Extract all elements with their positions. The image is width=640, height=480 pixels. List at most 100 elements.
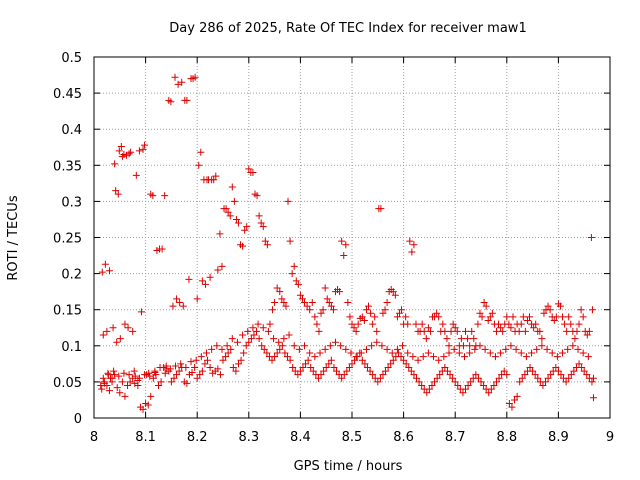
- data-point: [322, 363, 330, 371]
- data-point: [242, 342, 250, 350]
- data-point: [290, 342, 298, 350]
- data-point: [276, 345, 284, 353]
- y-tick-label: 0.2: [61, 268, 82, 283]
- data-point: [457, 335, 465, 343]
- data-point: [158, 245, 166, 253]
- data-point: [247, 335, 255, 343]
- data-point: [317, 309, 325, 317]
- data-point: [325, 298, 333, 306]
- data-point: [400, 356, 408, 364]
- data-point: [234, 219, 242, 227]
- data-point: [476, 309, 484, 317]
- data-point: [589, 374, 597, 382]
- data-point: [391, 291, 399, 299]
- data-point: [296, 291, 304, 299]
- data-point: [124, 324, 132, 332]
- data-point: [405, 363, 413, 371]
- data-point: [474, 374, 482, 382]
- data-point: [228, 183, 236, 191]
- data-point: [365, 302, 373, 310]
- data-point: [294, 371, 302, 379]
- data-point: [340, 371, 348, 379]
- data-point: [511, 396, 519, 404]
- data-point: [99, 331, 107, 339]
- data-point: [449, 320, 457, 328]
- data-point: [273, 284, 281, 292]
- data-point: [368, 342, 376, 350]
- data-point: [589, 394, 597, 402]
- data-point: [361, 360, 369, 368]
- data-point: [464, 382, 472, 390]
- data-point: [543, 345, 551, 353]
- data-point: [579, 313, 587, 321]
- data-point: [532, 320, 540, 328]
- data-point: [286, 237, 294, 245]
- data-point: [563, 327, 571, 335]
- data-point: [362, 306, 370, 314]
- data-point: [338, 374, 346, 382]
- data-point: [481, 345, 489, 353]
- x-tick-label: 9: [606, 430, 614, 445]
- data-point: [518, 374, 526, 382]
- data-point: [425, 385, 433, 393]
- data-point: [198, 367, 206, 375]
- data-point: [398, 306, 406, 314]
- data-point: [228, 335, 236, 343]
- data-point: [98, 268, 106, 276]
- data-point: [250, 331, 258, 339]
- data-point: [173, 295, 181, 303]
- data-point: [369, 371, 377, 379]
- data-point: [428, 382, 436, 390]
- chart-title: Day 286 of 2025, Rate Of TEC Index for r…: [169, 21, 526, 36]
- data-point: [484, 317, 492, 325]
- data-point: [307, 363, 315, 371]
- data-point: [161, 369, 169, 377]
- data-point: [301, 298, 309, 306]
- data-point: [443, 367, 451, 375]
- data-point: [559, 313, 567, 321]
- data-point: [222, 353, 230, 361]
- data-point: [230, 197, 238, 205]
- data-point: [360, 317, 368, 325]
- x-ticks: 8 8.1 8.2 8.3 8.4 8.5 8.6 8.7 8.8 8.9 9: [90, 57, 614, 445]
- data-point: [382, 367, 390, 375]
- data-point: [348, 360, 356, 368]
- data-point: [570, 367, 578, 375]
- data-point: [426, 327, 434, 335]
- data-point: [103, 327, 111, 335]
- data-point: [389, 356, 397, 364]
- data-point: [124, 382, 132, 390]
- data-point: [311, 313, 319, 321]
- data-point: [526, 313, 534, 321]
- data-point: [345, 363, 353, 371]
- data-point: [531, 371, 539, 379]
- data-point: [472, 371, 480, 379]
- data-point: [197, 353, 205, 361]
- data-point: [134, 382, 142, 390]
- data-point: [480, 298, 488, 306]
- data-point: [192, 356, 200, 364]
- data-point: [320, 367, 328, 375]
- data-point: [466, 342, 474, 350]
- data-point: [436, 371, 444, 379]
- data-point: [121, 320, 129, 328]
- data-point: [155, 382, 162, 390]
- data-point: [260, 345, 268, 353]
- data-point: [567, 371, 575, 379]
- data-point: [406, 237, 414, 245]
- data-point: [377, 205, 385, 213]
- data-point: [388, 349, 396, 357]
- data-point: [114, 190, 122, 198]
- data-point: [157, 378, 165, 386]
- data-point: [249, 169, 257, 177]
- data-point: [397, 353, 405, 361]
- data-point: [309, 367, 317, 375]
- data-point: [306, 306, 314, 314]
- data-point: [115, 372, 123, 380]
- data-point: [216, 371, 224, 379]
- data-point: [304, 356, 312, 364]
- data-point: [344, 298, 352, 306]
- data-point: [503, 371, 511, 379]
- data-point: [201, 360, 209, 368]
